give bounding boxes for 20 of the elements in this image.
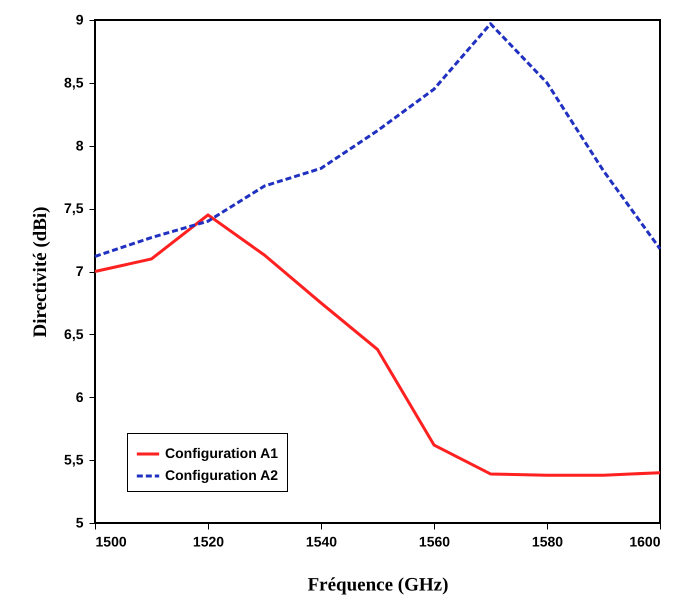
- x-tick-label: 1520: [192, 534, 224, 550]
- y-tick-label: 6,5: [64, 326, 84, 342]
- y-tick-label: 6: [76, 388, 84, 405]
- x-tick-label: 1600: [629, 534, 661, 550]
- x-tick-label: 1560: [418, 534, 450, 550]
- x-tick-label: 1580: [532, 534, 564, 550]
- legend-label: Configuration A1: [165, 445, 278, 461]
- y-tick-label: 5,5: [64, 452, 84, 468]
- y-tick-label: 8: [76, 137, 84, 154]
- y-tick-label: 8,5: [64, 74, 84, 90]
- y-tick-label: 5: [76, 514, 84, 530]
- x-tick-label: 1500: [96, 534, 127, 550]
- x-tick-label: 1540: [306, 534, 338, 550]
- x-axis-title: Fréquence (GHz): [308, 574, 448, 596]
- y-axis-title: Directivité (dBi): [30, 206, 52, 338]
- line-series: [94, 22, 662, 258]
- y-tick-label: 7,5: [64, 200, 84, 216]
- legend-label: Configuration A2: [165, 467, 278, 483]
- y-tick-label: 7: [76, 263, 84, 279]
- y-tick-label: 9: [76, 12, 84, 28]
